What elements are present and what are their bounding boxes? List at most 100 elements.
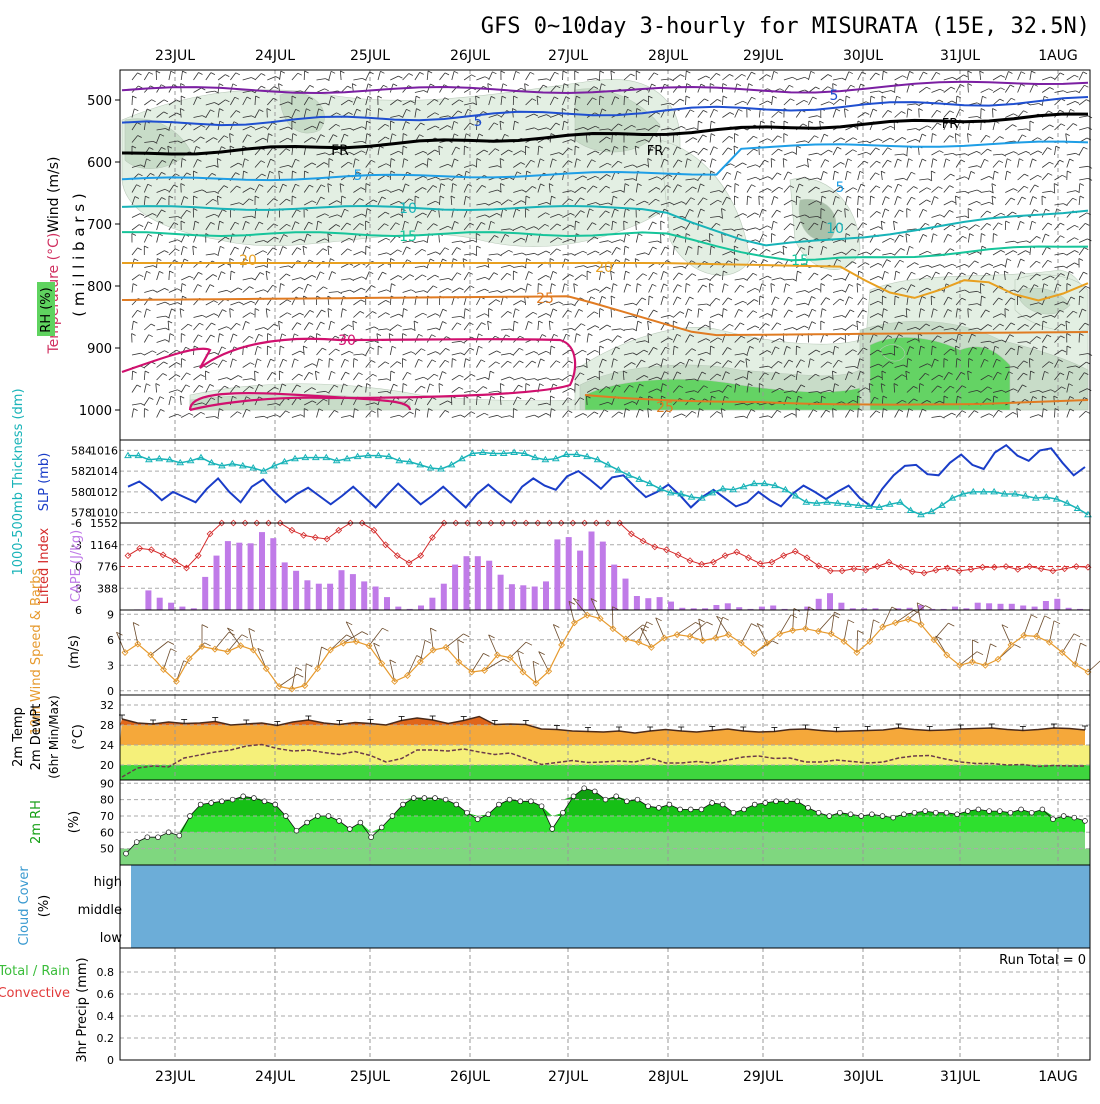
wind-barb — [845, 325, 852, 330]
wind-barb — [390, 284, 391, 293]
wind-barb — [1005, 171, 1007, 180]
wind-barb — [452, 288, 460, 293]
wind-barb — [501, 273, 507, 280]
wind-barb — [796, 326, 804, 330]
wind-barb-flag — [1084, 248, 1088, 250]
wind-barb-flag — [739, 309, 743, 311]
wind-barb-flag — [804, 326, 808, 328]
wind-barb — [895, 184, 898, 192]
wind-barb — [1018, 84, 1021, 92]
bottom-date-label: 26JUL — [450, 1069, 490, 1085]
wind-barb-flag — [521, 288, 525, 290]
wind-barb — [919, 200, 926, 205]
wind-barb-flag — [579, 309, 583, 311]
cape-bar — [1020, 606, 1026, 611]
li-line — [125, 520, 1091, 576]
wind10-barb-flag — [171, 649, 177, 652]
wind-barb — [157, 234, 159, 243]
wind-barb-flag — [729, 136, 733, 138]
wind-barb-flag — [310, 85, 314, 87]
wind-barb-flag — [692, 274, 696, 276]
wind-barb — [698, 148, 704, 155]
wind-barb-flag — [422, 275, 426, 277]
wind-barb — [858, 196, 859, 205]
wind-barb — [784, 297, 789, 305]
wind-barb-flag — [756, 165, 760, 167]
wind-barb-flag — [900, 260, 904, 262]
wind-barb-flag — [182, 359, 186, 361]
cape-tick-label: 776 — [97, 561, 118, 574]
wind-barb-flag — [227, 290, 231, 292]
wind-barb — [809, 322, 812, 330]
wind-barb — [169, 249, 176, 255]
wind-barb-flag — [749, 84, 753, 86]
wind-barb — [1005, 114, 1013, 118]
wind-barb — [255, 346, 257, 355]
wind-barb — [981, 176, 989, 180]
wind-barb-flag — [890, 238, 894, 240]
wind-barb — [772, 278, 781, 280]
wind-barb — [255, 328, 264, 331]
wind-barb — [1042, 191, 1051, 192]
wind-barb-flag — [690, 110, 694, 112]
wind-barb — [513, 71, 515, 80]
wind-barb-flag — [479, 334, 483, 336]
wind-barb-flag — [406, 247, 410, 249]
wind-barb-flag — [391, 284, 395, 286]
wind-barb-flag — [903, 76, 907, 78]
wind-barb — [809, 288, 817, 292]
wind-barb — [292, 313, 300, 317]
wind-barb — [1005, 241, 1014, 242]
wind-barb-flag — [961, 160, 965, 162]
wind-barb — [1067, 251, 1075, 256]
wind-barb — [132, 73, 138, 80]
wind-barb — [993, 109, 994, 118]
wind-barb — [858, 141, 867, 142]
wind-barb-flag — [986, 135, 990, 137]
wind-barb-flag — [600, 346, 604, 348]
wind-barb — [796, 100, 804, 105]
wind-barb — [1079, 196, 1080, 205]
wind10-barb-flag — [873, 620, 879, 623]
wind-barb-flag — [701, 84, 705, 86]
wind-barb-flag — [897, 96, 901, 98]
wind-barb-flag — [1060, 236, 1064, 238]
wind-barb — [513, 309, 515, 318]
wind-barb-flag — [755, 326, 759, 328]
cape-bar — [975, 603, 981, 610]
cape-bar — [168, 603, 174, 610]
wind-barb-flag — [443, 322, 447, 324]
wind-barb-flag — [773, 309, 777, 311]
wind-barb — [735, 416, 744, 417]
wind-barb-flag — [373, 374, 377, 376]
wind-barb-flag — [1070, 159, 1074, 161]
wind-barb-flag — [250, 363, 254, 365]
wind-barb-flag — [134, 409, 138, 411]
wind-barb — [981, 223, 987, 230]
wind-barb-flag — [161, 85, 165, 87]
wind-barb — [415, 377, 424, 380]
wind-barb — [575, 334, 577, 343]
wind-barb — [501, 416, 510, 418]
wind10-barb-flag — [168, 642, 174, 645]
wind-barb — [981, 234, 982, 243]
wind-barb-flag — [231, 271, 235, 273]
wind10-line — [125, 615, 1088, 689]
wind-barb — [452, 353, 461, 355]
wind-barb-flag — [534, 253, 538, 255]
wind-barb-flag — [186, 347, 190, 349]
wind-barb — [157, 302, 166, 305]
wind10-barb-flag — [297, 674, 303, 677]
wind-barb-flag — [132, 334, 136, 336]
wind-barb-flag — [189, 413, 193, 415]
wind-barb — [377, 334, 378, 343]
wind-barb — [218, 327, 226, 330]
wind-barb — [845, 159, 847, 168]
wind-barb — [563, 71, 564, 80]
wind-barb-flag — [932, 134, 936, 136]
wind-barb-flag — [673, 321, 677, 323]
wind-barb — [403, 74, 409, 81]
wind-barb-flag — [638, 234, 642, 236]
wind-barb-flag — [496, 300, 500, 302]
top-date-label: 1AUG — [1038, 48, 1078, 64]
